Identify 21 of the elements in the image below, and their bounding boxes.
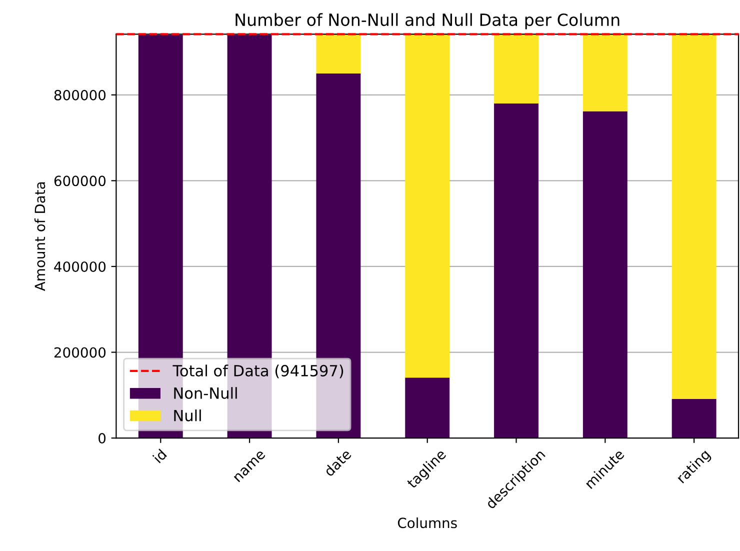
bar — [405, 378, 450, 438]
y-tick-label: 600000 — [54, 176, 106, 186]
legend-label: Non-Null — [174, 387, 237, 399]
x-tick-label: id — [152, 448, 168, 464]
legend-label: Total of Data (941597) — [172, 364, 344, 378]
bar — [494, 34, 538, 104]
bar — [672, 399, 716, 438]
bar — [582, 34, 628, 112]
bar — [582, 111, 628, 438]
y-tick-label: 400000 — [54, 261, 106, 272]
y-tick-label: 200000 — [54, 347, 106, 358]
bar — [316, 34, 361, 74]
y-axis-title: Amount of Data — [34, 182, 46, 291]
y-tick-label: 0 — [98, 433, 106, 444]
chart-title: Number of Non-Null and Null Data per Column — [236, 13, 620, 30]
x-axis-title: Columns — [398, 517, 457, 528]
bar — [494, 103, 538, 438]
bar — [405, 34, 450, 378]
legend-label: Null — [174, 410, 201, 422]
y-tick-label: 800000 — [54, 90, 106, 100]
bar — [672, 34, 716, 400]
